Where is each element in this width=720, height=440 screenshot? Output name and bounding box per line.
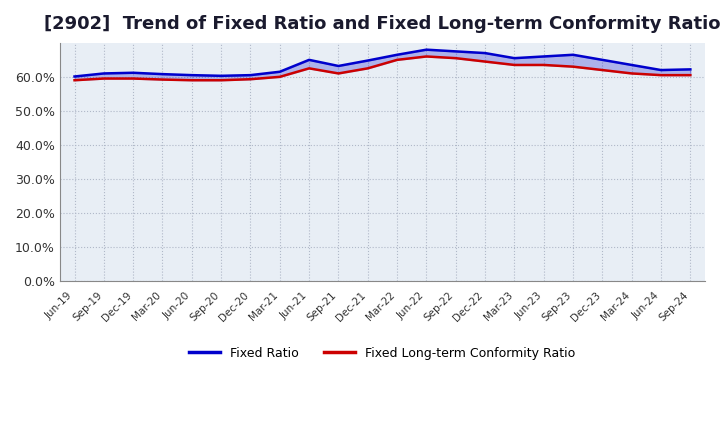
Fixed Long-term Conformity Ratio <box>657 73 665 78</box>
Fixed Long-term Conformity Ratio <box>686 73 695 78</box>
Fixed Ratio <box>129 70 138 75</box>
Fixed Ratio <box>657 67 665 73</box>
Line: Fixed Long-term Conformity Ratio: Fixed Long-term Conformity Ratio <box>75 56 690 80</box>
Fixed Ratio <box>187 73 196 78</box>
Fixed Long-term Conformity Ratio <box>627 71 636 76</box>
Fixed Long-term Conformity Ratio <box>217 77 225 83</box>
Fixed Long-term Conformity Ratio <box>539 62 548 68</box>
Fixed Long-term Conformity Ratio <box>187 77 196 83</box>
Fixed Long-term Conformity Ratio <box>569 64 577 69</box>
Fixed Ratio <box>422 47 431 52</box>
Fixed Ratio <box>627 62 636 68</box>
Fixed Ratio <box>305 57 313 62</box>
Fixed Long-term Conformity Ratio <box>451 55 460 61</box>
Fixed Long-term Conformity Ratio <box>246 77 255 82</box>
Fixed Ratio <box>217 73 225 78</box>
Line: Fixed Ratio: Fixed Ratio <box>75 50 690 77</box>
Title: [2902]  Trend of Fixed Ratio and Fixed Long-term Conformity Ratio: [2902] Trend of Fixed Ratio and Fixed Lo… <box>44 15 720 33</box>
Fixed Ratio <box>334 63 343 69</box>
Fixed Ratio <box>598 57 607 62</box>
Fixed Ratio <box>569 52 577 57</box>
Fixed Ratio <box>510 55 518 61</box>
Fixed Ratio <box>71 74 79 79</box>
Fixed Long-term Conformity Ratio <box>305 66 313 71</box>
Fixed Ratio <box>246 73 255 78</box>
Fixed Ratio <box>539 54 548 59</box>
Fixed Ratio <box>99 71 108 76</box>
Fixed Long-term Conformity Ratio <box>276 74 284 80</box>
Fixed Long-term Conformity Ratio <box>334 71 343 76</box>
Fixed Long-term Conformity Ratio <box>422 54 431 59</box>
Fixed Long-term Conformity Ratio <box>481 59 490 64</box>
Fixed Ratio <box>481 51 490 56</box>
Fixed Long-term Conformity Ratio <box>158 77 167 82</box>
Fixed Long-term Conformity Ratio <box>393 57 402 62</box>
Legend: Fixed Ratio, Fixed Long-term Conformity Ratio: Fixed Ratio, Fixed Long-term Conformity … <box>184 341 581 365</box>
Fixed Long-term Conformity Ratio <box>364 66 372 71</box>
Fixed Long-term Conformity Ratio <box>129 76 138 81</box>
Fixed Ratio <box>451 49 460 54</box>
Fixed Long-term Conformity Ratio <box>99 76 108 81</box>
Fixed Ratio <box>276 69 284 74</box>
Fixed Ratio <box>364 58 372 63</box>
Fixed Long-term Conformity Ratio <box>510 62 518 68</box>
Fixed Ratio <box>686 67 695 72</box>
Fixed Ratio <box>393 52 402 57</box>
Fixed Long-term Conformity Ratio <box>71 77 79 83</box>
Fixed Long-term Conformity Ratio <box>598 67 607 73</box>
Fixed Ratio <box>158 71 167 77</box>
